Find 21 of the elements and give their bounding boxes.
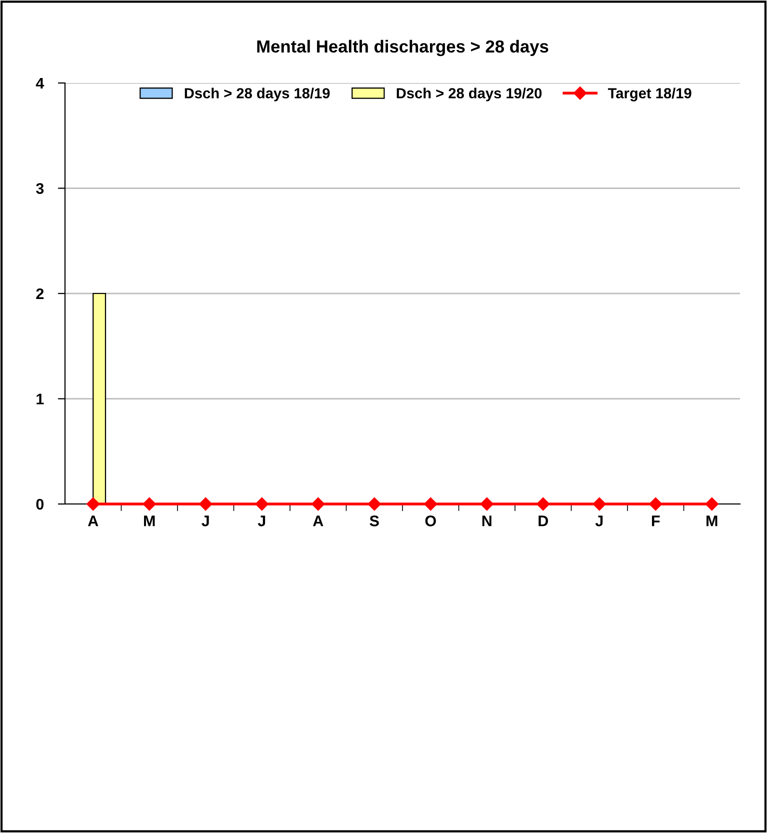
legend-label: Dsch > 28 days 19/20 xyxy=(396,88,542,102)
x-tick-label: J xyxy=(202,516,209,526)
y-tick-label: 4 xyxy=(36,78,44,89)
x-tick-label: N xyxy=(482,516,492,526)
x-tick-label: F xyxy=(652,516,660,526)
x-tick-label: O xyxy=(425,516,436,526)
x-tick-label: M xyxy=(144,516,155,526)
legend-label: Dsch > 28 days 18/19 xyxy=(184,88,330,102)
x-tick-label: A xyxy=(88,516,98,526)
y-tick-label: 1 xyxy=(36,394,44,404)
x-tick-label: D xyxy=(538,516,548,526)
y-tick-label: 3 xyxy=(36,183,44,194)
x-tick-label: M xyxy=(706,516,718,526)
y-tick-label: 0 xyxy=(36,498,44,510)
y-tick-label: 2 xyxy=(36,288,44,300)
legend-label: Target 18/19 xyxy=(608,88,692,102)
x-tick-label: J xyxy=(258,516,266,526)
x-tick-label: S xyxy=(370,516,379,526)
chart-title: Mental Health discharges > 28 days xyxy=(257,40,548,56)
x-tick-label: J xyxy=(595,516,603,526)
x-tick-label: A xyxy=(312,516,324,526)
